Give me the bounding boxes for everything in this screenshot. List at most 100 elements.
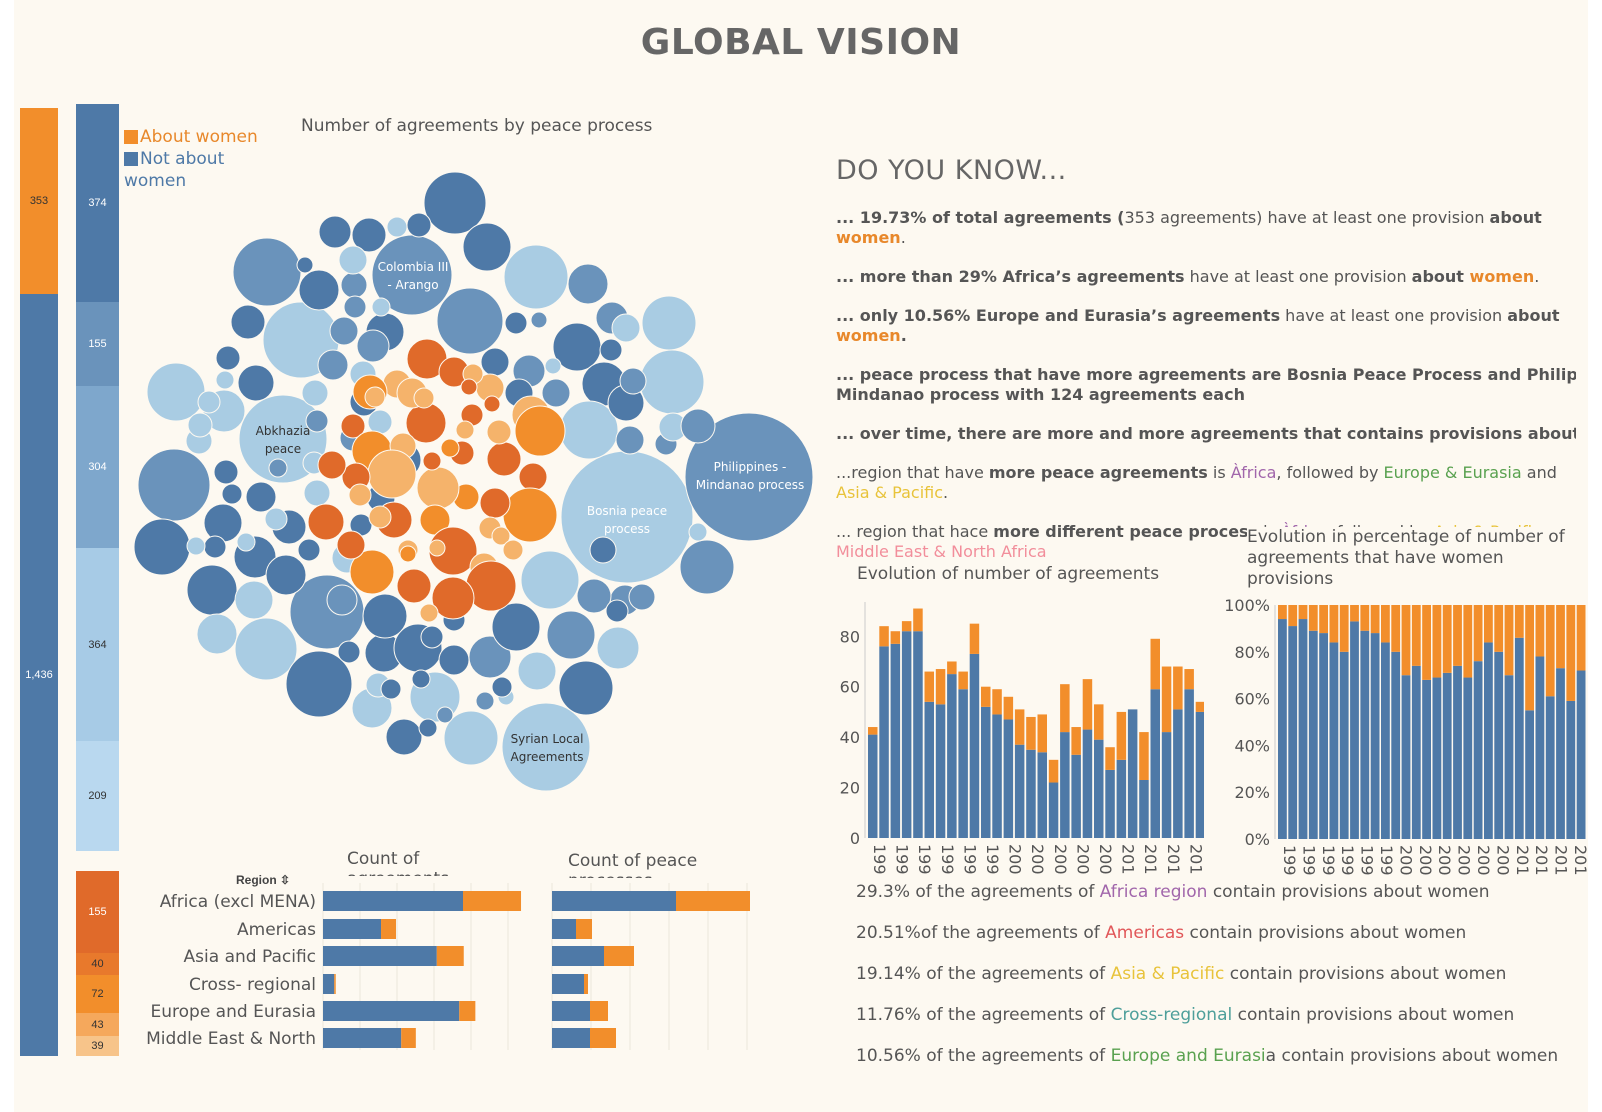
- processes-bar-about[interactable]: [584, 974, 588, 994]
- bubble[interactable]: [399, 545, 417, 563]
- pct-chart[interactable]: 100%80%60%40%20%0%199 199 199 199 199 199 200 2…: [1200, 595, 1588, 875]
- bubble[interactable]: [428, 526, 478, 576]
- bubble[interactable]: [380, 678, 402, 700]
- pct-bar-about[interactable]: [1453, 605, 1462, 666]
- pct-bar-not-about[interactable]: [1308, 630, 1318, 839]
- evolution-bar-not-about[interactable]: [1082, 729, 1093, 838]
- bubble[interactable]: [303, 479, 331, 507]
- bubble[interactable]: [203, 503, 243, 543]
- bubble[interactable]: [329, 316, 359, 346]
- processes-bar-not-about[interactable]: [552, 1001, 590, 1021]
- evolution-bar-about[interactable]: [1116, 711, 1127, 760]
- bubble[interactable]: [546, 610, 596, 660]
- region-segment[interactable]: 43: [76, 1013, 119, 1036]
- bubble[interactable]: [504, 311, 528, 335]
- region-segment[interactable]: 155: [76, 302, 119, 386]
- bubble[interactable]: [215, 370, 235, 390]
- pct-bar-not-about[interactable]: [1381, 642, 1390, 839]
- bubble[interactable]: [265, 554, 307, 596]
- bubble[interactable]: [285, 650, 353, 718]
- pct-bar-about[interactable]: [1411, 605, 1421, 666]
- evolution-bar-not-about[interactable]: [1048, 782, 1059, 838]
- evolution-bar-not-about[interactable]: [969, 653, 980, 838]
- bubble[interactable]: [483, 395, 501, 413]
- bubble[interactable]: [503, 244, 569, 310]
- bubble[interactable]: [296, 256, 314, 274]
- pct-bar-about[interactable]: [1308, 605, 1318, 631]
- pct-bar-about[interactable]: [1576, 605, 1586, 671]
- bubble[interactable]: [356, 329, 390, 363]
- processes-bar-not-about[interactable]: [552, 919, 576, 939]
- bubble-chart[interactable]: Colombia III - Arango Abkhazia peace Philipp…: [14, 0, 834, 820]
- pct-bar-not-about[interactable]: [1401, 675, 1411, 839]
- evolution-bar-about[interactable]: [947, 661, 957, 675]
- bubble[interactable]: [234, 617, 298, 681]
- pct-bar-about[interactable]: [1329, 605, 1339, 643]
- bubble[interactable]: [611, 313, 641, 343]
- bubble[interactable]: [305, 409, 329, 433]
- bubble[interactable]: [455, 420, 475, 440]
- bubble[interactable]: [367, 449, 417, 499]
- bubble[interactable]: [245, 481, 277, 513]
- pct-bar-not-about[interactable]: [1535, 656, 1545, 839]
- bubble[interactable]: [336, 530, 366, 560]
- evolution-bar-about[interactable]: [1094, 704, 1104, 740]
- bubble[interactable]: [340, 271, 368, 299]
- bubble[interactable]: [567, 263, 609, 305]
- bubble[interactable]: [596, 626, 640, 670]
- evolution-bar-not-about[interactable]: [1071, 754, 1081, 838]
- evolution-bar-about[interactable]: [1161, 666, 1172, 733]
- evolution-bar-about[interactable]: [1082, 679, 1093, 730]
- pct-bar-not-about[interactable]: [1514, 637, 1524, 839]
- bubble[interactable]: [431, 576, 475, 620]
- pct-bar-not-about[interactable]: [1339, 651, 1349, 839]
- bubble[interactable]: [517, 651, 557, 691]
- evolution-bar-not-about[interactable]: [1014, 744, 1025, 838]
- bubble[interactable]: [368, 505, 392, 529]
- pct-bar-about[interactable]: [1432, 605, 1442, 678]
- bubble[interactable]: [213, 459, 239, 485]
- region-header[interactable]: Region ⇳: [236, 873, 290, 887]
- evolution-bar-not-about[interactable]: [1139, 780, 1149, 838]
- pct-bar-not-about[interactable]: [1278, 619, 1287, 839]
- pct-bar-not-about[interactable]: [1288, 626, 1298, 839]
- bubble[interactable]: [440, 438, 460, 458]
- evolution-bar-about[interactable]: [1139, 732, 1149, 780]
- bubble[interactable]: [413, 387, 435, 409]
- pct-bar-not-about[interactable]: [1576, 670, 1586, 839]
- region-segment[interactable]: 364: [76, 548, 119, 741]
- bubble[interactable]: [530, 311, 548, 329]
- legend-item-about-women[interactable]: About women: [124, 126, 258, 148]
- evolution-bar-not-about[interactable]: [901, 631, 912, 838]
- pct-bar-about[interactable]: [1535, 605, 1545, 657]
- pct-bar-not-about[interactable]: [1525, 710, 1534, 839]
- total-about-women-segment[interactable]: 353: [20, 108, 58, 294]
- bubble[interactable]: [340, 413, 366, 439]
- agreements-bar-about[interactable]: [459, 1001, 476, 1021]
- bubble[interactable]: [416, 466, 460, 510]
- pct-bar-about[interactable]: [1545, 605, 1555, 697]
- pct-bar-about[interactable]: [1484, 605, 1493, 643]
- bubble[interactable]: [479, 487, 511, 519]
- pct-bar-not-about[interactable]: [1442, 672, 1452, 839]
- bubble[interactable]: [268, 458, 288, 478]
- pct-bar-about[interactable]: [1319, 605, 1328, 634]
- bubble[interactable]: [680, 408, 716, 444]
- processes-bar-about[interactable]: [676, 891, 750, 911]
- pct-bar-about[interactable]: [1360, 605, 1370, 631]
- evolution-bar-not-about[interactable]: [1195, 711, 1204, 838]
- bubble[interactable]: [221, 483, 243, 505]
- legend-item-not-about-women[interactable]: Not about women: [124, 148, 258, 192]
- evolution-bar-about[interactable]: [913, 608, 923, 632]
- pct-bar-not-about[interactable]: [1370, 633, 1380, 839]
- bubble[interactable]: [576, 578, 612, 614]
- bubble[interactable]: [264, 507, 288, 531]
- evolution-bar-about[interactable]: [924, 671, 935, 702]
- bubble[interactable]: [491, 526, 511, 546]
- bubble[interactable]: [386, 216, 408, 238]
- bubble[interactable]: [367, 409, 393, 435]
- pct-bar-not-about[interactable]: [1391, 651, 1401, 839]
- pct-bar-about[interactable]: [1381, 605, 1390, 643]
- bubble[interactable]: [443, 710, 499, 766]
